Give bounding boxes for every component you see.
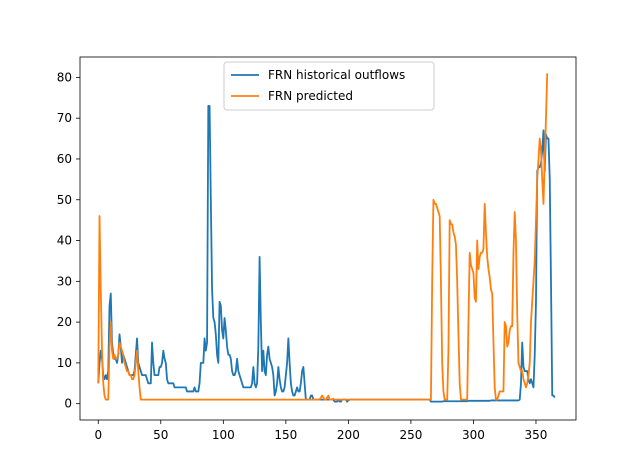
y-tick-label: 40 [57, 234, 72, 248]
x-tick-label: 0 [94, 428, 102, 442]
series-layer [97, 73, 556, 403]
y-tick-label: 0 [64, 397, 72, 411]
x-tick-label: 200 [337, 428, 360, 442]
x-tick-label: 50 [153, 428, 168, 442]
y-tick-label: 80 [57, 70, 72, 84]
x-tick-label: 250 [399, 428, 422, 442]
y-tick-label: 60 [57, 152, 72, 166]
x-tick-label: 300 [462, 428, 485, 442]
legend: FRN historical outflows FRN predicted [223, 61, 435, 111]
x-axis: 0 50 100 150 200 250 300 350 [94, 420, 547, 442]
axes-frame [79, 56, 577, 421]
legend-frame [223, 61, 435, 111]
series-line-predicted [97, 73, 549, 401]
x-tick-label: 100 [212, 428, 235, 442]
y-tick-label: 50 [57, 193, 72, 207]
legend-label-historical: FRN historical outflows [268, 68, 405, 82]
y-axis: 0 10 20 30 40 50 60 70 80 [57, 70, 80, 411]
y-tick-label: 10 [57, 356, 72, 370]
x-tick-label: 350 [525, 428, 548, 442]
y-tick-label: 20 [57, 315, 72, 329]
legend-label-predicted: FRN predicted [268, 89, 353, 103]
y-tick-label: 30 [57, 274, 72, 288]
axes-spines [79, 56, 577, 421]
x-tick-label: 150 [274, 428, 297, 442]
y-tick-label: 70 [57, 111, 72, 125]
